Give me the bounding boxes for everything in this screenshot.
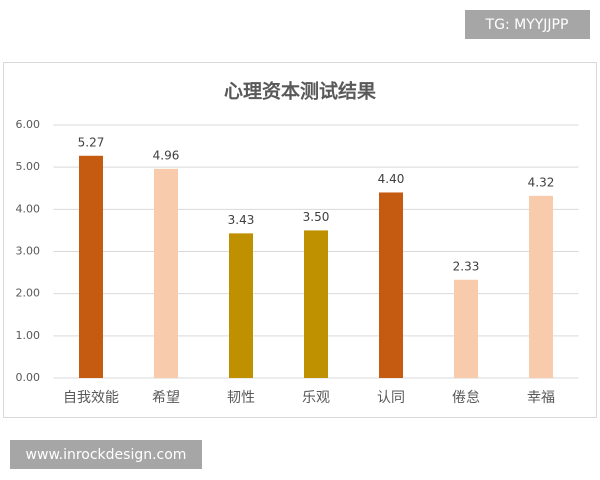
value-label: 2.33 [453,259,480,273]
value-label: 3.43 [228,213,255,227]
y-tick-label: 5.00 [16,160,41,173]
y-tick-label: 4.00 [16,202,41,215]
y-tick-label: 2.00 [16,287,41,300]
chart-title: 心理资本测试结果 [224,80,376,103]
value-label: 4.40 [378,172,405,186]
x-tick-label: 倦怠 [452,390,480,406]
bar [304,230,328,378]
x-tick-label: 乐观 [302,390,330,406]
y-tick-label: 0.00 [16,371,41,384]
bar [529,195,553,378]
x-tick-label: 自我效能 [63,390,119,406]
value-label: 3.50 [303,210,330,224]
value-label: 4.32 [528,175,555,189]
x-tick-label: 认同 [377,390,405,406]
y-tick-label: 3.00 [16,245,41,258]
y-tick-label: 6.00 [16,118,41,131]
watermark: www.inrockdesign.com [26,447,187,463]
value-label: 4.96 [153,148,180,162]
bar [454,279,478,378]
y-tick-label: 1.00 [16,329,41,342]
watermark-box [10,440,202,469]
bar [154,168,178,378]
watermark-box [465,10,590,39]
value-label: 5.27 [78,135,105,149]
watermark: TG: MYYJJPP [485,17,569,33]
bar [79,155,103,378]
x-tick-label: 希望 [152,390,180,406]
bar [229,233,253,378]
x-tick-label: 幸福 [527,390,555,406]
bar [379,192,403,378]
x-tick-label: 韧性 [227,390,255,406]
